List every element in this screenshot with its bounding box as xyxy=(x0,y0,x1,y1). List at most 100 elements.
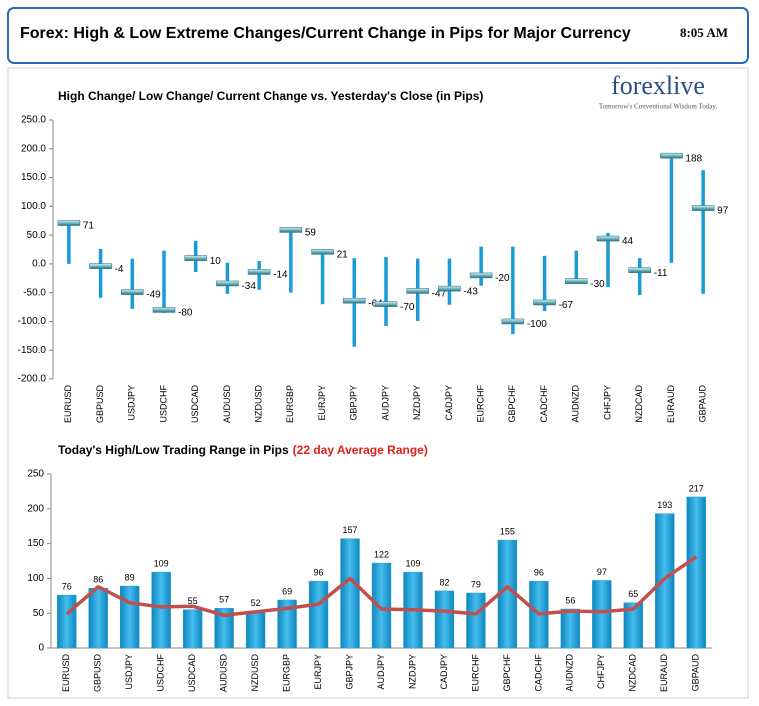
y-tick-label: 100.0 xyxy=(21,201,46,212)
x-tick-label: GBPCHF xyxy=(507,385,517,423)
data-label: 188 xyxy=(685,153,702,164)
data-label: 21 xyxy=(337,249,349,260)
x-tick-label: AUDNZD xyxy=(565,654,575,692)
data-label: 97 xyxy=(717,206,729,217)
data-label: 65 xyxy=(628,589,638,599)
bar xyxy=(340,538,360,649)
current-marker xyxy=(469,272,493,279)
data-label: -47 xyxy=(432,289,447,300)
bar xyxy=(623,602,644,649)
data-label: 44 xyxy=(622,236,634,247)
data-label: 56 xyxy=(565,595,575,605)
x-tick-label: NZDUSD xyxy=(250,654,260,692)
data-label: 79 xyxy=(471,579,481,589)
bar xyxy=(151,571,171,649)
y-tick-label: 50.0 xyxy=(27,230,47,241)
bar xyxy=(560,608,581,649)
x-tick-label: AUDUSD xyxy=(222,385,232,424)
bar xyxy=(466,592,486,649)
average-line xyxy=(65,555,698,618)
data-label: 157 xyxy=(343,525,358,535)
data-label: -43 xyxy=(463,286,478,297)
data-label: -70 xyxy=(400,302,415,313)
x-tick-label: USDCAD xyxy=(187,654,197,693)
current-marker xyxy=(406,288,430,294)
data-label: 71 xyxy=(83,221,95,232)
current-marker xyxy=(247,269,271,275)
y-tick-label: 0.0 xyxy=(32,259,46,270)
x-tick-label: USDCHF xyxy=(158,384,168,422)
data-label: 89 xyxy=(125,572,135,582)
data-label: 59 xyxy=(305,228,317,239)
current-marker xyxy=(152,307,176,313)
current-marker xyxy=(311,249,334,255)
x-tick-label: EURCHF xyxy=(470,653,480,691)
data-label: 96 xyxy=(314,568,324,578)
data-label: 122 xyxy=(374,549,389,559)
data-label: -67 xyxy=(559,300,574,311)
x-tick-label: USDJPY xyxy=(124,654,134,690)
y-tick-label: 100 xyxy=(27,573,44,584)
x-tick-label: USDJPY xyxy=(127,385,137,421)
x-tick-label: EURUSD xyxy=(61,654,71,693)
current-marker xyxy=(120,289,144,295)
x-tick-label: AUDJPY xyxy=(376,654,386,690)
data-label: -20 xyxy=(495,273,510,284)
current-marker xyxy=(89,263,112,269)
bar xyxy=(434,590,455,649)
header-time: 8:05 AM xyxy=(680,25,728,40)
x-tick-label: USDCHF xyxy=(156,653,166,691)
x-tick-label: CADJPY xyxy=(444,385,454,421)
y-tick-label: 150.0 xyxy=(21,172,46,183)
data-label: 82 xyxy=(439,577,449,587)
chart-title: Today's High/Low Trading Range in Pips (2… xyxy=(58,443,428,457)
bar xyxy=(371,562,392,649)
x-tick-label: GBPUSD xyxy=(95,385,105,424)
y-tick-label: 150 xyxy=(27,538,44,549)
current-marker xyxy=(438,285,461,292)
chart-title-highlight: (22 day Average Range) xyxy=(293,443,428,457)
x-tick-label: GBPUSD xyxy=(93,654,103,693)
x-tick-label: GBPJPY xyxy=(349,385,359,421)
x-tick-label: GBPAUD xyxy=(691,654,701,692)
current-marker xyxy=(628,267,652,274)
y-tick-label: 0 xyxy=(38,643,44,654)
x-tick-label: CADCHF xyxy=(533,653,543,691)
data-label: -100 xyxy=(527,319,547,330)
y-tick-label: -200.0 xyxy=(18,374,47,385)
x-tick-label: EURUSD xyxy=(63,385,73,424)
current-marker xyxy=(564,278,588,284)
x-tick-label: EURAUD xyxy=(659,654,669,693)
y-tick-label: 200 xyxy=(27,503,44,514)
data-label: 57 xyxy=(219,595,229,605)
data-label: 86 xyxy=(93,575,103,585)
x-tick-label: AUDNZD xyxy=(571,385,581,423)
x-tick-label: CADCHF xyxy=(539,384,549,422)
bar xyxy=(182,609,203,649)
x-tick-label: NZDCAD xyxy=(634,385,644,423)
x-tick-label: CHFJPY xyxy=(596,654,606,689)
y-tick-label: -100.0 xyxy=(18,316,47,327)
data-label: -14 xyxy=(273,270,288,281)
current-marker xyxy=(57,220,81,226)
data-label: 69 xyxy=(282,586,292,596)
data-label: -34 xyxy=(241,281,256,292)
logo: forexlive xyxy=(611,71,705,100)
current-marker xyxy=(596,235,620,242)
y-tick-label: -150.0 xyxy=(18,345,47,356)
bar xyxy=(57,594,77,649)
data-label: 55 xyxy=(188,596,198,606)
current-marker xyxy=(533,299,556,306)
y-tick-label: 250.0 xyxy=(21,115,46,126)
bar xyxy=(308,580,329,649)
x-tick-label: EURJPY xyxy=(313,654,323,690)
x-tick-label: EURCHF xyxy=(476,384,486,422)
x-tick-label: NZDCAD xyxy=(628,654,638,692)
logo-tagline: Tomorrow's Conventional Wisdom Today. xyxy=(599,103,718,111)
current-marker xyxy=(660,152,683,159)
x-tick-label: CHFJPY xyxy=(602,385,612,420)
data-label: -30 xyxy=(590,279,605,290)
data-label: -49 xyxy=(146,290,161,301)
